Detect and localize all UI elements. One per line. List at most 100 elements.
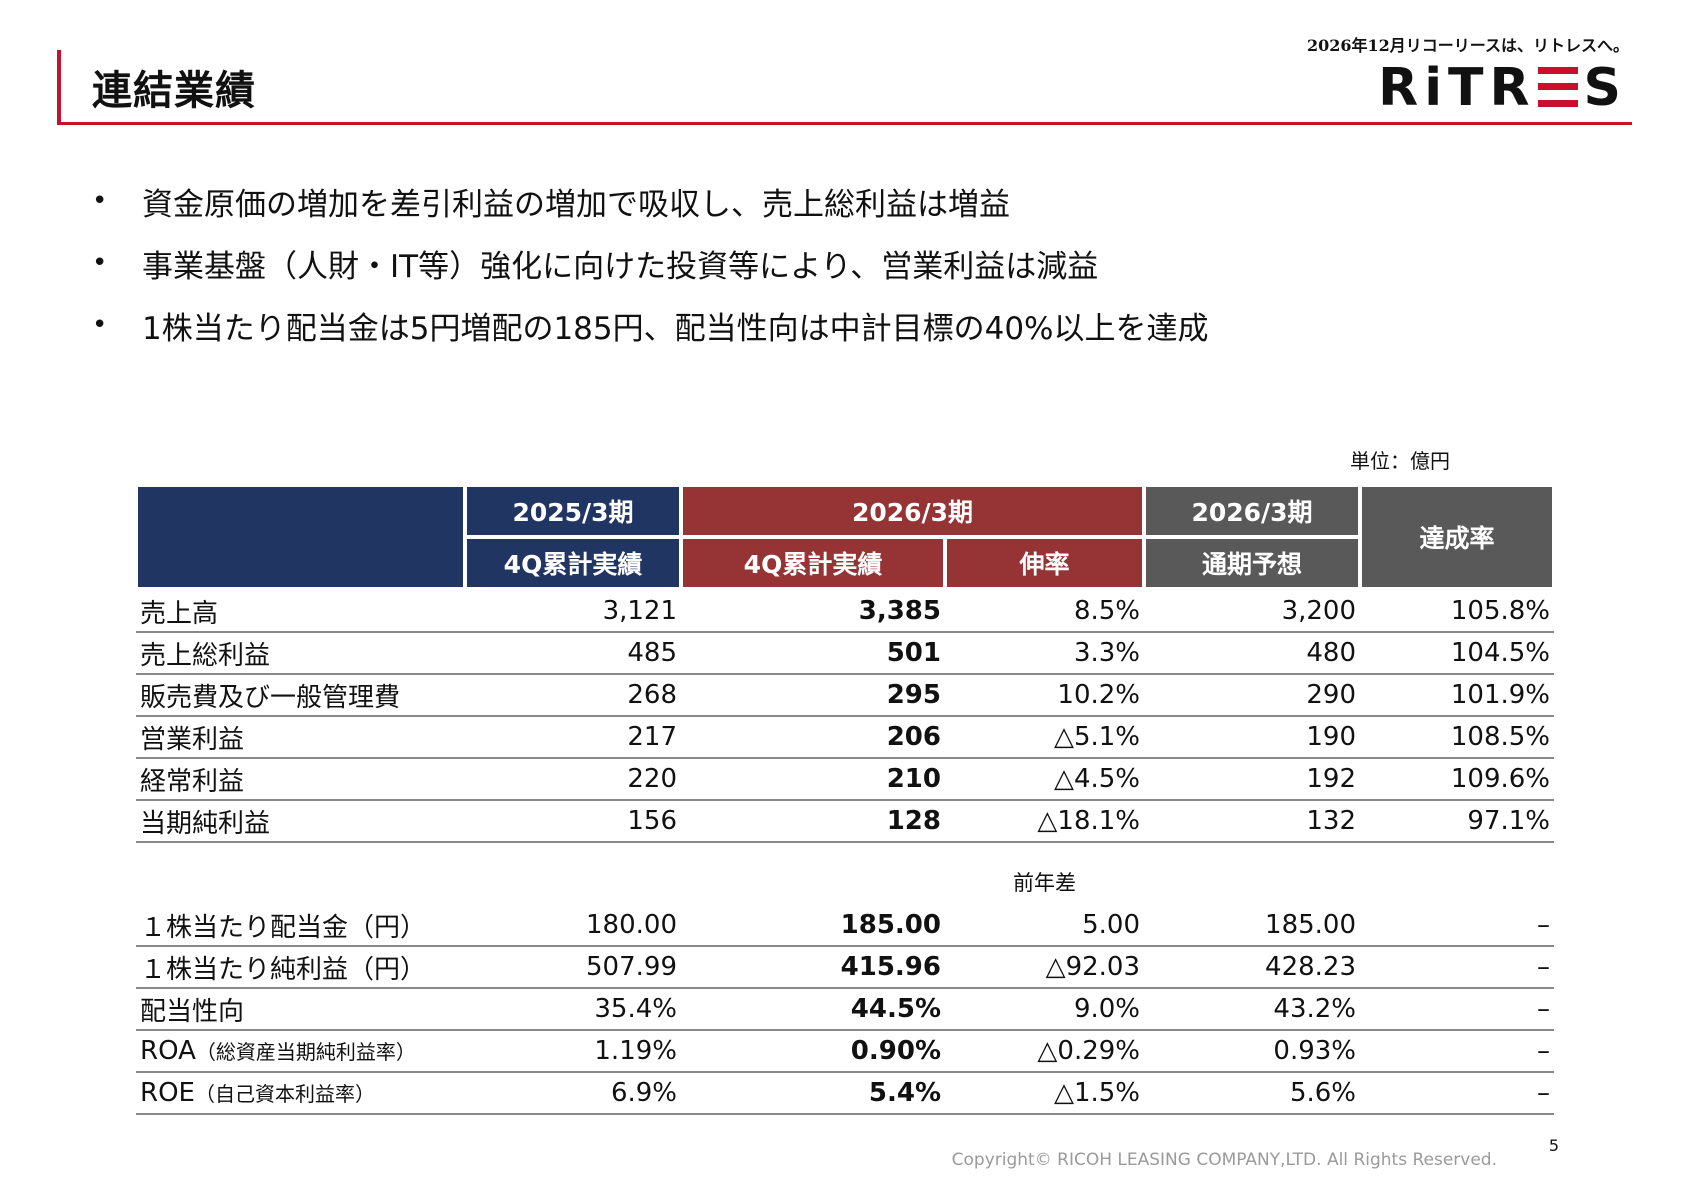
value-2025: 217 bbox=[465, 716, 681, 759]
value-diff: △92.03 bbox=[945, 946, 1145, 989]
value-forecast: 192 bbox=[1144, 758, 1361, 801]
logo-text-right: S bbox=[1583, 58, 1627, 118]
value-2025: 35.4% bbox=[465, 988, 681, 1031]
header-growth: 伸率 bbox=[942, 535, 1147, 591]
value-2026: 5.4% bbox=[681, 1072, 945, 1115]
value-achievement: – bbox=[1360, 1030, 1555, 1073]
value-forecast: 190 bbox=[1144, 716, 1361, 759]
row-label: 当期純利益 bbox=[136, 800, 465, 843]
bullet-text: 事業基盤（人財・IT等）強化に向けた投資等により、営業利益は減益 bbox=[142, 248, 1099, 285]
value-2025: 220 bbox=[465, 758, 681, 801]
bullet-item: • 事業基盤（人財・IT等）強化に向けた投資等により、営業利益は減益 bbox=[92, 232, 1542, 294]
value-2025: 180.00 bbox=[465, 905, 681, 947]
value-2026: 210 bbox=[681, 758, 945, 801]
value-achievement: – bbox=[1360, 946, 1555, 989]
header-achievement: 達成率 bbox=[1358, 483, 1557, 591]
header-2026-sub: 4Q累計実績 bbox=[679, 535, 947, 591]
value-achievement: 108.5% bbox=[1360, 716, 1555, 759]
value-forecast: 5.6% bbox=[1144, 1072, 1361, 1115]
row-label: 経常利益 bbox=[136, 758, 465, 801]
row-label: 販売費及び一般管理費 bbox=[136, 674, 465, 717]
value-growth: 8.5% bbox=[945, 589, 1145, 633]
table-row: 配当性向 35.4% 44.5% 9.0% 43.2% – bbox=[136, 988, 1555, 1031]
value-forecast: 132 bbox=[1144, 800, 1361, 843]
value-growth: 3.3% bbox=[945, 632, 1145, 675]
value-achievement: 105.8% bbox=[1360, 589, 1555, 633]
logo-text-left: RiTR bbox=[1378, 58, 1536, 118]
value-diff: △0.29% bbox=[945, 1030, 1145, 1073]
bullet-text: 1株当たり配当金は5円増配の185円、配当性向は中計目標の40%以上を達成 bbox=[142, 310, 1209, 347]
value-diff: 5.00 bbox=[945, 905, 1145, 947]
value-achievement: – bbox=[1360, 905, 1555, 947]
value-forecast: 43.2% bbox=[1144, 988, 1361, 1031]
value-2025: 507.99 bbox=[465, 946, 681, 989]
page-title: 連結業績 bbox=[92, 68, 256, 114]
value-forecast: 428.23 bbox=[1144, 946, 1361, 989]
bullet-text: 資金原価の増加を差引利益の増加で吸収し、売上総利益は増益 bbox=[142, 186, 1010, 223]
row-label: １株当たり純利益（円） bbox=[136, 946, 465, 989]
bullet-dot-icon: • bbox=[92, 186, 108, 216]
value-2026: 295 bbox=[681, 674, 945, 717]
value-2025: 1.19% bbox=[465, 1030, 681, 1073]
title-accent-bar bbox=[57, 50, 61, 124]
table-row: 売上高 3,121 3,385 8.5% 3,200 105.8% bbox=[136, 589, 1555, 633]
value-diff: △1.5% bbox=[945, 1072, 1145, 1115]
section-spacer: 前年差 bbox=[136, 842, 1554, 905]
value-achievement: 101.9% bbox=[1360, 674, 1555, 717]
logo-e-mark-icon bbox=[1537, 67, 1578, 107]
value-forecast: 290 bbox=[1144, 674, 1361, 717]
bullet-dot-icon: • bbox=[92, 248, 108, 278]
value-2025: 156 bbox=[465, 800, 681, 843]
value-achievement: – bbox=[1360, 1072, 1555, 1115]
value-2026: 0.90% bbox=[681, 1030, 945, 1073]
row-label: ROE（自己資本利益率） bbox=[136, 1072, 465, 1115]
bullet-dot-icon: • bbox=[92, 310, 108, 340]
value-2026: 206 bbox=[681, 716, 945, 759]
value-2025: 6.9% bbox=[465, 1072, 681, 1115]
row-label: 売上高 bbox=[136, 589, 465, 633]
value-achievement: 97.1% bbox=[1360, 800, 1555, 843]
value-2025: 3,121 bbox=[465, 589, 681, 633]
table-row: １株当たり純利益（円） 507.99 415.96 △92.03 428.23 … bbox=[136, 946, 1555, 989]
table-row: ROE（自己資本利益率） 6.9% 5.4% △1.5% 5.6% – bbox=[136, 1072, 1555, 1115]
bullet-item: • 資金原価の増加を差引利益の増加で吸収し、売上総利益は増益 bbox=[92, 170, 1542, 232]
page-number: 5 bbox=[1548, 1136, 1559, 1155]
table-row: １株当たり配当金（円） 180.00 185.00 5.00 185.00 – bbox=[136, 905, 1555, 947]
value-forecast: 185.00 bbox=[1144, 905, 1361, 947]
value-growth: △18.1% bbox=[945, 800, 1145, 843]
value-achievement: 109.6% bbox=[1360, 758, 1555, 801]
row-label: ROA（総資産当期純利益率） bbox=[136, 1030, 465, 1073]
summary-bullets: • 資金原価の増加を差引利益の増加で吸収し、売上総利益は増益 • 事業基盤（人財… bbox=[92, 170, 1542, 356]
header-divider bbox=[57, 122, 1632, 125]
table-row: 売上総利益 485 501 3.3% 480 104.5% bbox=[136, 632, 1555, 675]
diff-label: 前年差 bbox=[1013, 871, 1076, 895]
ritres-logo: RiTR S bbox=[1378, 58, 1627, 118]
header-forecast-period: 2026/3期 bbox=[1142, 483, 1363, 539]
value-achievement: – bbox=[1360, 988, 1555, 1031]
financial-results-table: 2025/3期 2026/3期 2026/3期 達成率 4Q累計実績 4Q累計実… bbox=[134, 483, 1557, 1115]
value-2026: 3,385 bbox=[681, 589, 945, 633]
tagline: 2026年12月リコーリースは、リトレスへ。 bbox=[1307, 36, 1629, 55]
table-row: ROA（総資産当期純利益率） 1.19% 0.90% △0.29% 0.93% … bbox=[136, 1030, 1555, 1073]
header-blank bbox=[134, 483, 467, 591]
header-2025-period: 2025/3期 bbox=[463, 483, 683, 539]
value-2025: 485 bbox=[465, 632, 681, 675]
value-2026: 44.5% bbox=[681, 988, 945, 1031]
unit-label: 単位：億円 bbox=[1350, 449, 1450, 473]
row-label: 営業利益 bbox=[136, 716, 465, 759]
value-2026: 415.96 bbox=[681, 946, 945, 989]
table-row: 当期純利益 156 128 △18.1% 132 97.1% bbox=[136, 800, 1555, 843]
value-growth: △4.5% bbox=[945, 758, 1145, 801]
value-diff: 9.0% bbox=[945, 988, 1145, 1031]
bullet-item: • 1株当たり配当金は5円増配の185円、配当性向は中計目標の40%以上を達成 bbox=[92, 294, 1542, 356]
table-row: 経常利益 220 210 △4.5% 192 109.6% bbox=[136, 758, 1555, 801]
value-growth: 10.2% bbox=[945, 674, 1145, 717]
value-forecast: 480 bbox=[1144, 632, 1361, 675]
value-2026: 128 bbox=[681, 800, 945, 843]
header-2025-sub: 4Q累計実績 bbox=[463, 535, 683, 591]
value-2026: 185.00 bbox=[681, 905, 945, 947]
value-achievement: 104.5% bbox=[1360, 632, 1555, 675]
value-forecast: 0.93% bbox=[1144, 1030, 1361, 1073]
value-forecast: 3,200 bbox=[1144, 589, 1361, 633]
table-row: 営業利益 217 206 △5.1% 190 108.5% bbox=[136, 716, 1555, 759]
